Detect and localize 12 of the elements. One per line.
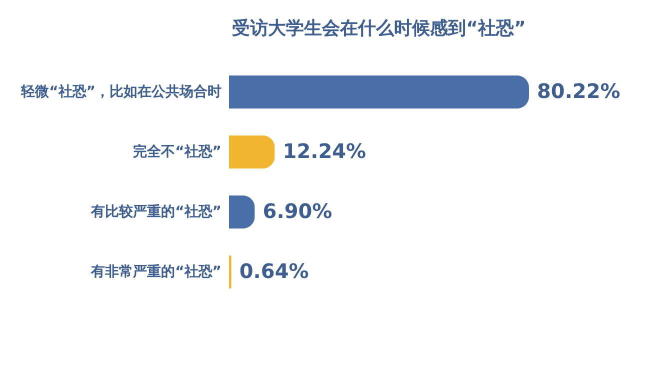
data-label: 6.90%: [262, 199, 332, 223]
y-tick-label: 有非常严重的“社恐”: [90, 264, 222, 280]
data-label: 12.24%: [282, 139, 366, 163]
bar: [229, 76, 529, 108]
data-label: 0.64%: [239, 259, 309, 283]
y-tick-label: 轻微“社恐”，比如在公共场合时: [20, 84, 222, 100]
chart-title: 受访大学生会在什么时候感到“社恐”: [232, 18, 526, 39]
data-label: 80.22%: [537, 79, 620, 103]
y-tick-label: 有比较严重的“社恐”: [90, 204, 222, 220]
y-tick-label: 完全不“社恐”: [133, 143, 222, 160]
bar: [229, 136, 275, 168]
bar: [229, 196, 255, 228]
